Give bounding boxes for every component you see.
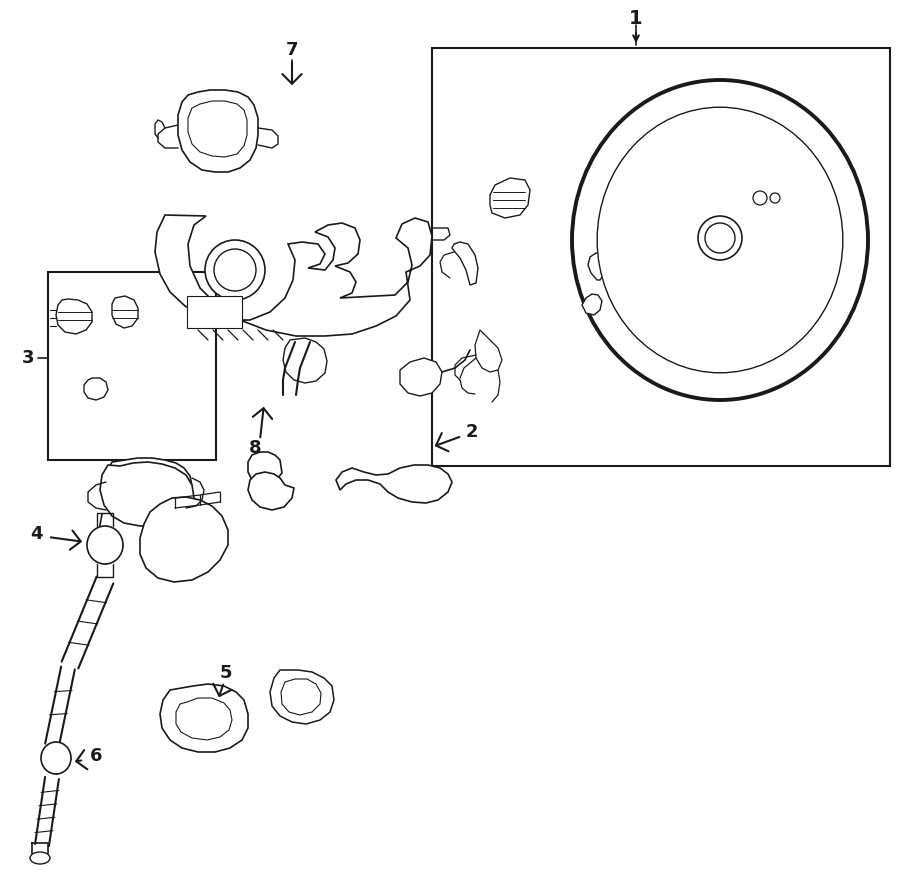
Polygon shape [100, 462, 194, 526]
Polygon shape [140, 497, 228, 582]
Polygon shape [270, 670, 334, 724]
Polygon shape [155, 215, 432, 336]
Ellipse shape [87, 526, 123, 564]
Polygon shape [582, 294, 602, 315]
Polygon shape [281, 679, 321, 715]
Ellipse shape [598, 107, 842, 373]
Ellipse shape [214, 249, 256, 291]
Text: 2: 2 [466, 423, 478, 441]
Ellipse shape [572, 80, 868, 400]
Polygon shape [188, 101, 247, 157]
Bar [432, 48, 890, 466]
Ellipse shape [205, 240, 265, 300]
Bar [48, 272, 216, 460]
Polygon shape [490, 178, 530, 218]
Polygon shape [475, 330, 502, 372]
Ellipse shape [705, 223, 735, 253]
Text: 6: 6 [90, 747, 103, 765]
Text: 3: 3 [22, 349, 34, 367]
Ellipse shape [30, 852, 50, 864]
Polygon shape [248, 472, 294, 510]
Ellipse shape [753, 191, 767, 205]
Polygon shape [400, 358, 442, 396]
Polygon shape [160, 684, 248, 752]
Polygon shape [452, 242, 478, 285]
Polygon shape [84, 378, 108, 400]
Text: 7: 7 [286, 41, 298, 59]
Text: 5: 5 [220, 664, 232, 682]
Polygon shape [248, 452, 282, 484]
Ellipse shape [770, 193, 780, 203]
Polygon shape [106, 458, 192, 513]
Polygon shape [178, 90, 258, 172]
Polygon shape [112, 296, 138, 328]
Polygon shape [336, 465, 452, 503]
Text: 1: 1 [629, 9, 643, 27]
Polygon shape [588, 253, 610, 280]
Bar [187, 296, 242, 328]
Polygon shape [745, 180, 792, 223]
Text: 8: 8 [248, 439, 261, 457]
Polygon shape [283, 338, 327, 383]
Ellipse shape [698, 216, 742, 260]
Polygon shape [56, 299, 92, 334]
Ellipse shape [41, 742, 71, 774]
Polygon shape [176, 698, 232, 740]
Text: 4: 4 [30, 525, 42, 543]
